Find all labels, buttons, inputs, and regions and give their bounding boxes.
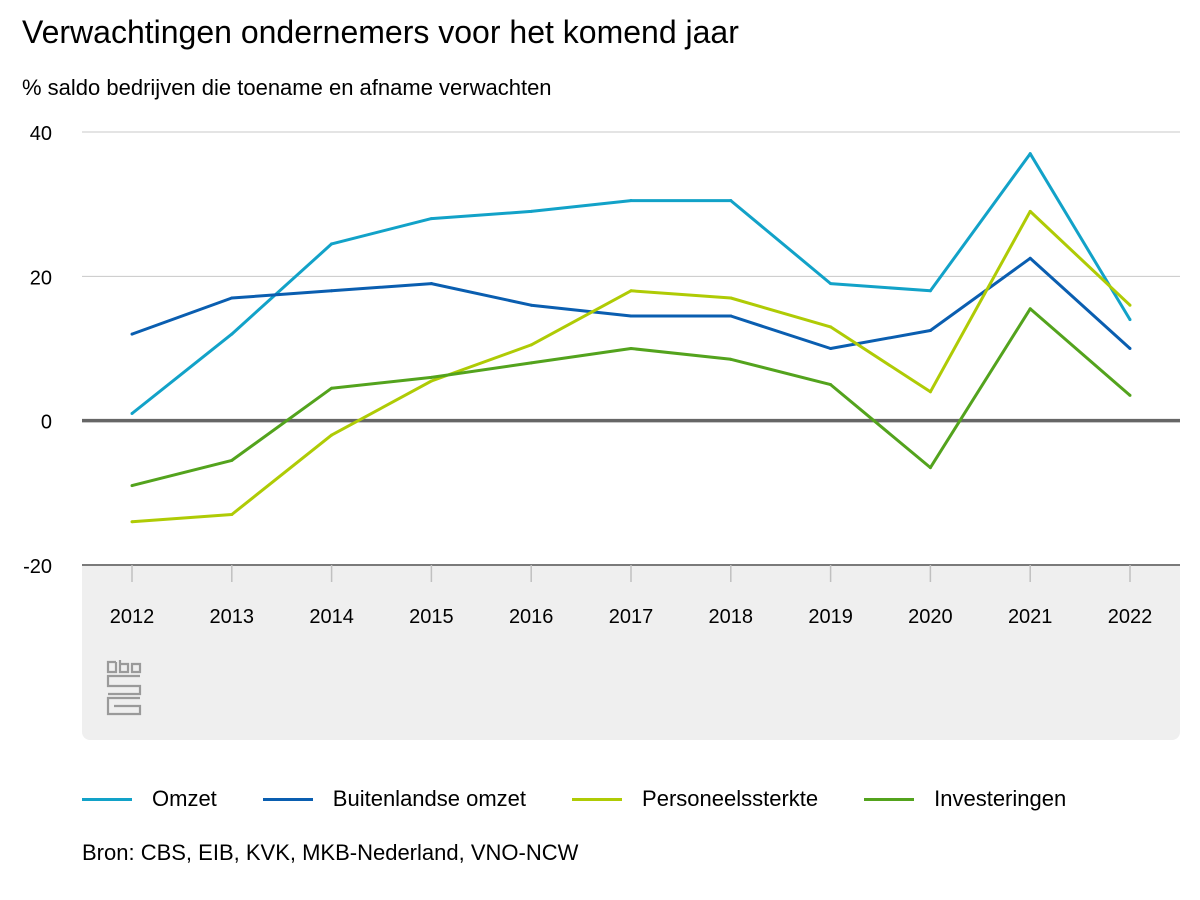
x-tick-label: 2016 <box>509 606 554 628</box>
x-tick-label: 2021 <box>1008 606 1053 628</box>
source-note: Bron: CBS, EIB, KVK, MKB-Nederland, VNO-… <box>82 840 579 865</box>
x-tick-label: 2013 <box>210 606 255 628</box>
data-point <box>330 242 334 246</box>
data-point <box>529 361 533 365</box>
data-point <box>729 296 733 300</box>
data-point <box>829 325 833 329</box>
y-tick-label: 40 <box>30 123 52 145</box>
y-tick-label: -20 <box>23 556 52 578</box>
data-point <box>429 282 433 286</box>
data-point <box>529 303 533 307</box>
x-tick-label: 2018 <box>709 606 754 628</box>
legend-swatch <box>82 797 132 801</box>
x-tick-labels: 2012 2013 2014 2015 2016 2017 2018 2019 2020 2021… <box>110 565 1153 628</box>
legend-label: Buitenlandse omzet <box>332 786 527 811</box>
legend-label: Personeelssterkte <box>642 786 819 811</box>
data-point <box>429 379 433 383</box>
chart-title: Verwachtingen ondernemers voor het komen… <box>22 14 739 50</box>
legend-swatch <box>572 797 623 801</box>
x-tick-label: 2022 <box>1108 606 1153 628</box>
data-point <box>1028 256 1032 260</box>
data-point <box>829 347 833 350</box>
data-point <box>330 433 334 437</box>
x-axis-background <box>82 565 1180 740</box>
legend-item: Omzet <box>82 786 217 812</box>
data-point <box>829 282 833 286</box>
data-point <box>429 217 433 221</box>
data-point <box>529 209 533 213</box>
cbs-logo-icon <box>106 660 142 716</box>
series-lines <box>130 152 1132 524</box>
series-line <box>131 209 1132 524</box>
data-point <box>1028 152 1032 156</box>
data-point <box>629 199 633 203</box>
data-point <box>928 466 932 470</box>
y-tick-label: 0 <box>41 412 52 434</box>
data-point <box>230 458 234 462</box>
series-line <box>131 152 1132 415</box>
legend-label: Omzet <box>152 786 217 811</box>
data-point <box>130 332 134 336</box>
data-point <box>829 383 833 387</box>
data-point <box>130 484 134 488</box>
data-point <box>230 332 234 336</box>
chart-subtitle: % saldo bedrijven die toename en afname … <box>22 75 552 100</box>
data-point <box>1028 209 1032 213</box>
x-tick-label: 2014 <box>309 606 354 628</box>
data-point <box>529 343 533 347</box>
data-point <box>1128 318 1132 322</box>
data-point <box>330 289 334 293</box>
legend-item: Buitenlandse omzet <box>262 786 527 812</box>
x-tick-label: 2019 <box>808 606 853 628</box>
legend-label: Investeringen <box>934 786 1067 811</box>
x-tick-label: 2017 <box>609 606 654 628</box>
data-point <box>928 289 932 293</box>
legend-swatch <box>864 797 915 801</box>
y-tick-labels: -20 0 20 40 <box>23 123 52 578</box>
x-tick-label: 2012 <box>110 606 155 628</box>
legend-item: Personeelssterkte <box>572 786 818 812</box>
data-point <box>928 390 932 394</box>
data-point <box>1128 303 1132 307</box>
legend-swatch <box>262 797 313 801</box>
gridlines <box>82 131 1180 566</box>
data-point <box>629 314 633 318</box>
data-point <box>729 199 733 203</box>
data-point <box>230 296 234 300</box>
data-point <box>729 357 733 361</box>
legend: Omzet Buitenlandse omzet Personeelssterkte… <box>82 786 1066 812</box>
data-point <box>230 512 234 516</box>
data-point <box>130 411 134 415</box>
data-point <box>928 328 932 332</box>
series-line <box>131 307 1131 488</box>
data-point <box>1128 347 1132 350</box>
y-tick-label: 20 <box>30 267 52 289</box>
data-point <box>629 347 633 350</box>
x-tick-label: 2015 <box>409 606 454 628</box>
data-point <box>1028 307 1032 311</box>
data-point <box>729 314 733 318</box>
data-point <box>629 289 633 293</box>
legend-item: Investeringen <box>864 786 1066 812</box>
data-point <box>429 375 433 379</box>
x-tick-label: 2020 <box>908 606 953 628</box>
data-point <box>130 520 134 524</box>
data-point <box>1128 393 1132 397</box>
data-point <box>330 386 334 390</box>
